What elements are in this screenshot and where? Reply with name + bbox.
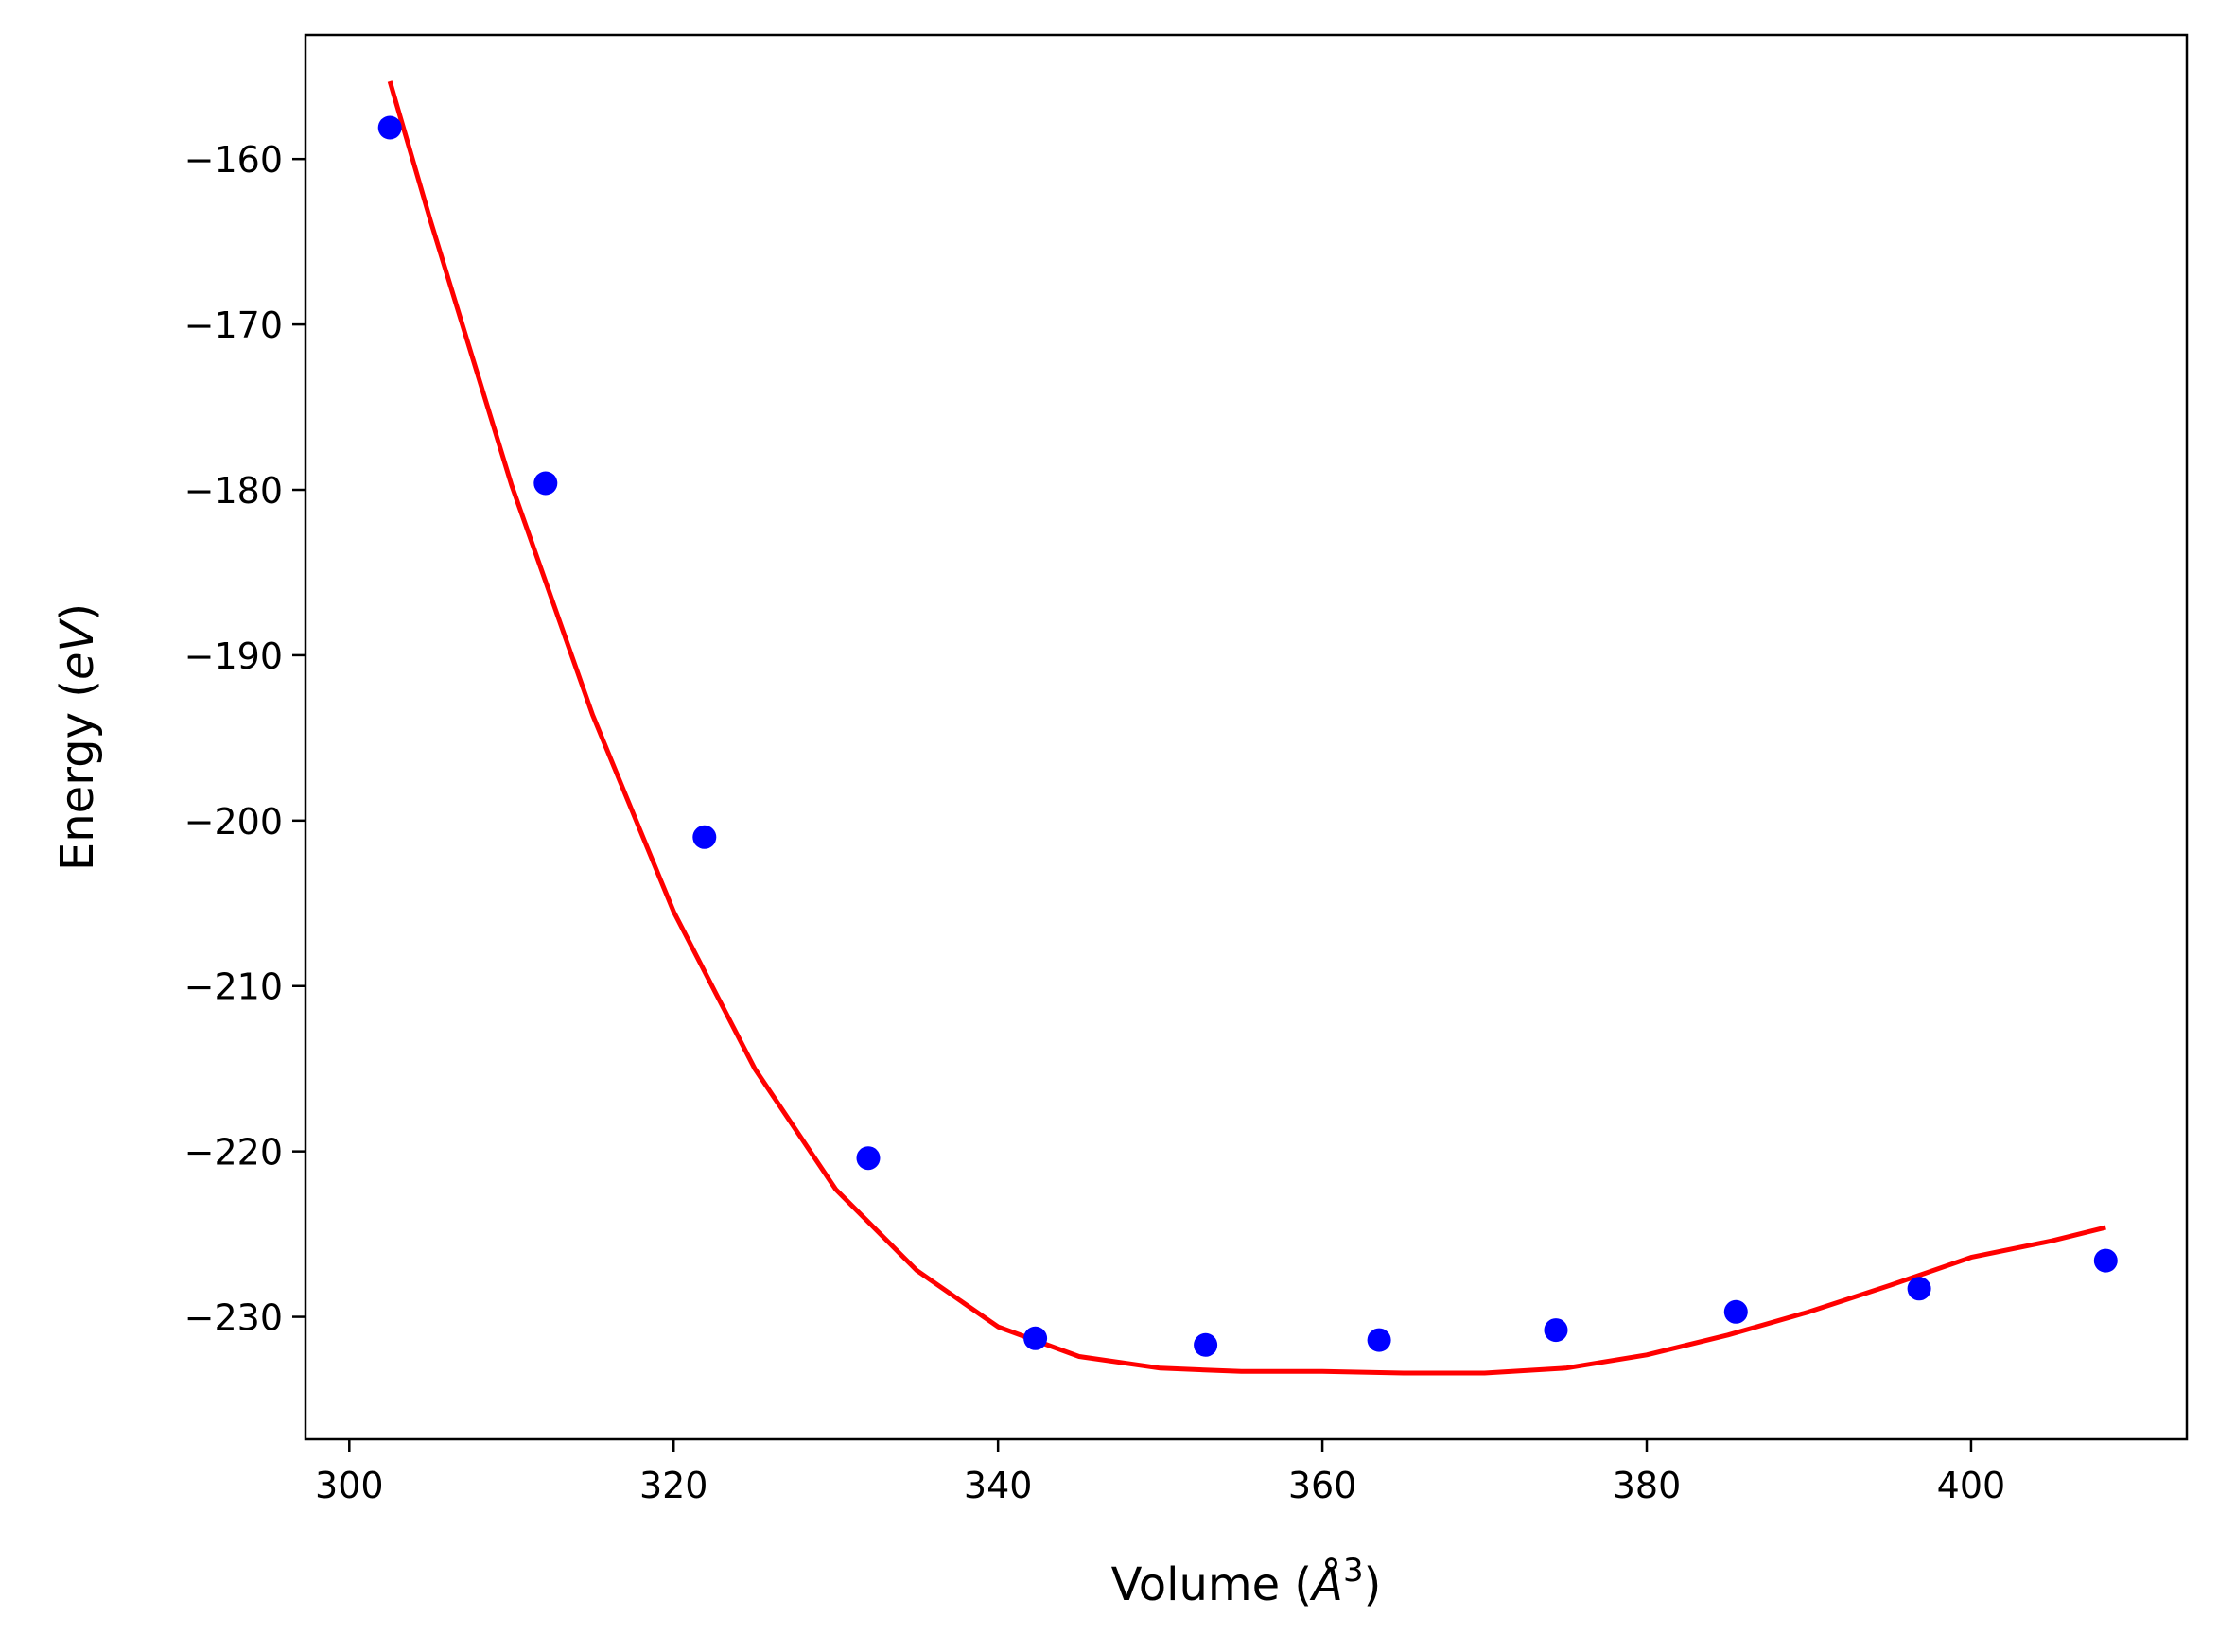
y-axis-label: Energy (eV) bbox=[51, 603, 104, 871]
y-tick-label: −160 bbox=[184, 139, 283, 181]
y-axis-label-suffix: ) bbox=[51, 603, 104, 621]
plot-area bbox=[377, 80, 2118, 1376]
x-tick-label: 340 bbox=[964, 1465, 1033, 1506]
x-axis-label-unit: Å bbox=[1309, 1557, 1343, 1611]
y-tick-label: −200 bbox=[184, 801, 283, 843]
data-point bbox=[377, 115, 402, 140]
x-tick-label: 400 bbox=[1937, 1465, 2006, 1506]
x-tick-label: 380 bbox=[1613, 1465, 1682, 1506]
axes-frame bbox=[304, 33, 2189, 1441]
data-point bbox=[1367, 1328, 1391, 1352]
x-axis-label-prefix: Volume ( bbox=[1111, 1558, 1313, 1611]
data-point bbox=[692, 825, 717, 849]
data-point bbox=[1023, 1326, 1048, 1350]
y-tick-label: −220 bbox=[184, 1132, 283, 1174]
y-tick-label: −230 bbox=[184, 1297, 283, 1339]
y-axis-label-unit: eV bbox=[51, 618, 104, 681]
x-tick-label: 360 bbox=[1288, 1465, 1357, 1506]
data-point bbox=[856, 1146, 881, 1171]
data-point bbox=[1194, 1332, 1218, 1357]
x-axis-label-suffix: ) bbox=[1364, 1558, 1382, 1611]
x-axis-label: Volume (Å3) bbox=[1111, 1552, 1382, 1611]
y-tick-label: −210 bbox=[184, 966, 283, 1008]
y-tick-label: −180 bbox=[184, 470, 283, 512]
x-tick-label: 320 bbox=[639, 1465, 708, 1506]
x-axis-label-exponent: 3 bbox=[1343, 1552, 1364, 1590]
x-tick-label: 300 bbox=[315, 1465, 384, 1506]
y-axis-label-prefix: Energy ( bbox=[51, 680, 104, 871]
y-tick-label: −190 bbox=[184, 635, 283, 677]
data-point bbox=[1907, 1277, 1931, 1301]
data-point bbox=[1723, 1299, 1748, 1324]
axis-ticks: 300 320 340 360 380 400 −160 −170 −180 −190 −200 −2… bbox=[184, 139, 2006, 1506]
data-point bbox=[2093, 1248, 2118, 1273]
y-tick-label: −170 bbox=[184, 304, 283, 346]
fit-curve bbox=[387, 80, 2106, 1376]
data-point bbox=[1544, 1318, 1568, 1343]
data-point bbox=[533, 471, 558, 496]
